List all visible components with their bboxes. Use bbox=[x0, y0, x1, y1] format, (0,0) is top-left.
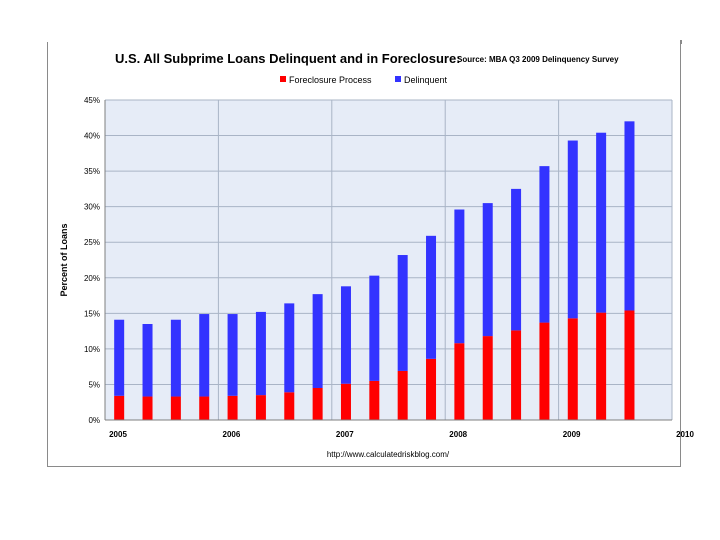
y-tick-label: 5% bbox=[88, 380, 100, 389]
chart-subtitle: Source: MBA Q3 2009 Delinquency Survey bbox=[457, 55, 619, 64]
bar-foreclosure bbox=[170, 396, 181, 420]
y-tick-label: 0% bbox=[88, 416, 100, 425]
x-tick-label: 2006 bbox=[223, 430, 241, 439]
bar-delinquent bbox=[482, 203, 493, 337]
y-tick-label: 35% bbox=[84, 167, 100, 176]
bar-foreclosure bbox=[142, 396, 153, 420]
bar-foreclosure bbox=[114, 395, 125, 420]
source-note: http://www.calculatedriskblog.com/ bbox=[327, 450, 450, 459]
bar-delinquent bbox=[340, 286, 351, 384]
y-axis-label: Percent of Loans bbox=[59, 223, 69, 296]
bar-foreclosure bbox=[284, 392, 295, 420]
bar-delinquent bbox=[142, 324, 153, 397]
bar-foreclosure bbox=[369, 380, 380, 420]
y-tick-label: 40% bbox=[84, 132, 100, 141]
y-tick-label: 20% bbox=[84, 274, 100, 283]
bar-delinquent bbox=[596, 132, 607, 313]
bar-foreclosure bbox=[397, 370, 408, 420]
x-tick-label: 2007 bbox=[336, 430, 354, 439]
bar-foreclosure bbox=[312, 388, 323, 420]
x-tick-labels: 2005 2006 2007 2008 2009 2010 bbox=[109, 430, 694, 439]
bar-foreclosure bbox=[255, 395, 266, 420]
y-tick-labels: 0% 5% 10% 15% 20% 25% 30% 35% 40% 45% bbox=[84, 96, 100, 425]
bar-foreclosure bbox=[426, 358, 437, 420]
bar-delinquent bbox=[426, 235, 437, 359]
bar-foreclosure bbox=[227, 395, 238, 420]
x-tick-label: 2008 bbox=[449, 430, 467, 439]
bar-delinquent bbox=[227, 314, 238, 396]
legend-label-delinquent: Delinquent bbox=[404, 75, 448, 85]
bar-delinquent bbox=[624, 121, 635, 311]
bar-foreclosure bbox=[340, 383, 351, 420]
bar-foreclosure bbox=[482, 336, 493, 420]
bars bbox=[114, 121, 635, 420]
bar-delinquent bbox=[454, 209, 465, 344]
legend-swatch-delinquent bbox=[395, 76, 401, 82]
bar-delinquent bbox=[539, 166, 550, 323]
bar-foreclosure bbox=[596, 312, 607, 420]
bar-foreclosure bbox=[199, 396, 210, 420]
legend-label-foreclosure: Foreclosure Process bbox=[289, 75, 372, 85]
bar-foreclosure bbox=[567, 318, 578, 420]
bar-delinquent bbox=[255, 311, 266, 396]
bar-delinquent bbox=[170, 319, 181, 397]
y-tick-label: 15% bbox=[84, 309, 100, 318]
bar-delinquent bbox=[114, 319, 125, 396]
frame-tick-mark bbox=[680, 40, 682, 44]
bar-foreclosure bbox=[454, 343, 465, 420]
y-tick-label: 25% bbox=[84, 238, 100, 247]
chart-title: U.S. All Subprime Loans Delinquent and i… bbox=[115, 51, 461, 66]
legend-swatch-foreclosure bbox=[280, 76, 286, 82]
bar-delinquent bbox=[312, 294, 323, 388]
bar-delinquent bbox=[511, 188, 522, 331]
bar-delinquent bbox=[397, 255, 408, 371]
bar-foreclosure bbox=[511, 330, 522, 420]
x-tick-label: 2005 bbox=[109, 430, 127, 439]
plot-area bbox=[105, 100, 672, 420]
bar-delinquent bbox=[199, 314, 210, 397]
x-tick-label: 2009 bbox=[563, 430, 581, 439]
bar-delinquent bbox=[284, 303, 295, 393]
bar-delinquent bbox=[567, 140, 578, 319]
legend: Foreclosure Process Delinquent bbox=[280, 75, 448, 85]
bar-foreclosure bbox=[624, 310, 635, 420]
bar-delinquent bbox=[369, 275, 380, 381]
y-tick-label: 45% bbox=[84, 96, 100, 105]
y-tick-label: 10% bbox=[84, 345, 100, 354]
bar-foreclosure bbox=[539, 322, 550, 420]
y-tick-label: 30% bbox=[84, 203, 100, 212]
x-tick-label: 2010 bbox=[676, 430, 694, 439]
